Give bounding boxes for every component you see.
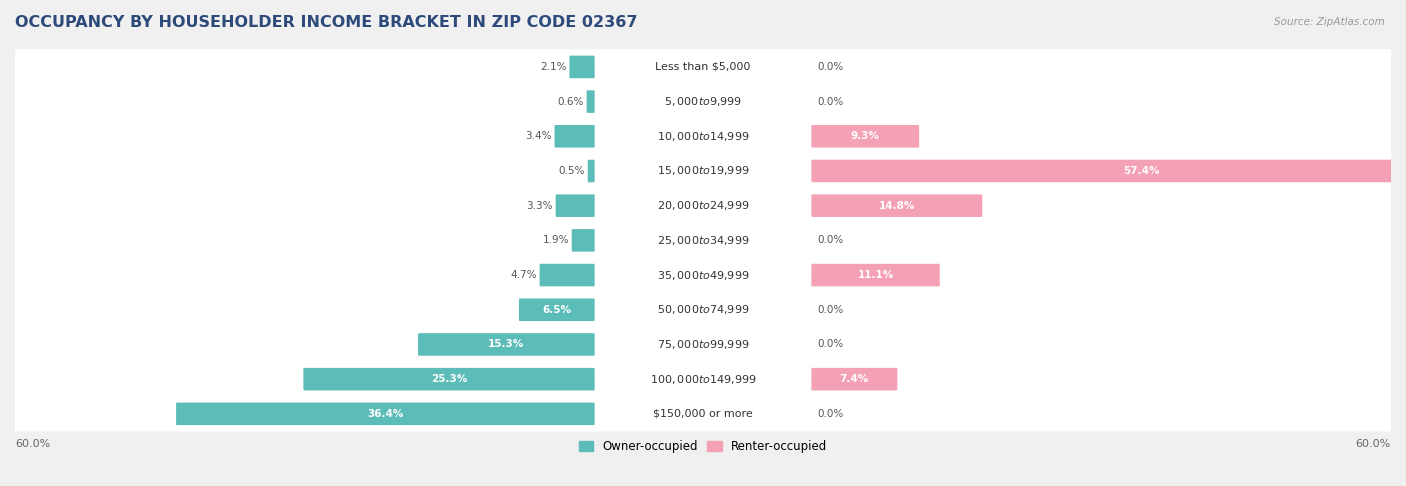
FancyBboxPatch shape <box>14 258 1392 293</box>
Text: 60.0%: 60.0% <box>15 439 51 449</box>
Text: $20,000 to $24,999: $20,000 to $24,999 <box>657 199 749 212</box>
Text: 15.3%: 15.3% <box>488 339 524 349</box>
Text: $15,000 to $19,999: $15,000 to $19,999 <box>657 164 749 177</box>
FancyBboxPatch shape <box>14 292 1392 328</box>
Text: 0.0%: 0.0% <box>818 339 844 349</box>
Text: $150,000 or more: $150,000 or more <box>654 409 752 419</box>
Text: 0.0%: 0.0% <box>818 235 844 245</box>
Text: $35,000 to $49,999: $35,000 to $49,999 <box>657 269 749 281</box>
Text: 1.9%: 1.9% <box>543 235 569 245</box>
FancyBboxPatch shape <box>540 264 595 286</box>
FancyBboxPatch shape <box>14 362 1392 397</box>
Text: $25,000 to $34,999: $25,000 to $34,999 <box>657 234 749 247</box>
FancyBboxPatch shape <box>569 55 595 78</box>
Text: 2.1%: 2.1% <box>540 62 567 72</box>
FancyBboxPatch shape <box>14 49 1392 85</box>
Text: 9.3%: 9.3% <box>851 131 880 141</box>
Text: 7.4%: 7.4% <box>839 374 869 384</box>
Text: 0.0%: 0.0% <box>818 97 844 106</box>
FancyBboxPatch shape <box>304 368 595 390</box>
Text: 6.5%: 6.5% <box>543 305 571 315</box>
FancyBboxPatch shape <box>811 194 983 217</box>
Text: 0.0%: 0.0% <box>818 62 844 72</box>
FancyBboxPatch shape <box>14 84 1392 119</box>
Text: Source: ZipAtlas.com: Source: ZipAtlas.com <box>1274 17 1385 27</box>
FancyBboxPatch shape <box>14 327 1392 362</box>
FancyBboxPatch shape <box>555 194 595 217</box>
Text: 4.7%: 4.7% <box>510 270 537 280</box>
FancyBboxPatch shape <box>176 402 595 425</box>
FancyBboxPatch shape <box>811 264 939 286</box>
Text: 25.3%: 25.3% <box>430 374 467 384</box>
FancyBboxPatch shape <box>554 125 595 148</box>
Text: 36.4%: 36.4% <box>367 409 404 419</box>
Text: 0.6%: 0.6% <box>557 97 583 106</box>
Text: 3.4%: 3.4% <box>524 131 551 141</box>
FancyBboxPatch shape <box>572 229 595 252</box>
FancyBboxPatch shape <box>14 119 1392 154</box>
Text: $5,000 to $9,999: $5,000 to $9,999 <box>664 95 742 108</box>
Text: 14.8%: 14.8% <box>879 201 915 211</box>
Text: 11.1%: 11.1% <box>858 270 894 280</box>
FancyBboxPatch shape <box>811 125 920 148</box>
Text: OCCUPANCY BY HOUSEHOLDER INCOME BRACKET IN ZIP CODE 02367: OCCUPANCY BY HOUSEHOLDER INCOME BRACKET … <box>15 15 637 30</box>
FancyBboxPatch shape <box>14 153 1392 189</box>
FancyBboxPatch shape <box>519 298 595 321</box>
Text: Less than $5,000: Less than $5,000 <box>655 62 751 72</box>
Legend: Owner-occupied, Renter-occupied: Owner-occupied, Renter-occupied <box>574 435 832 458</box>
FancyBboxPatch shape <box>811 368 897 390</box>
Text: 0.5%: 0.5% <box>558 166 585 176</box>
Text: 60.0%: 60.0% <box>1355 439 1391 449</box>
Text: 0.0%: 0.0% <box>818 305 844 315</box>
FancyBboxPatch shape <box>14 188 1392 224</box>
Text: 57.4%: 57.4% <box>1123 166 1160 176</box>
Text: $75,000 to $99,999: $75,000 to $99,999 <box>657 338 749 351</box>
FancyBboxPatch shape <box>14 223 1392 258</box>
FancyBboxPatch shape <box>418 333 595 356</box>
FancyBboxPatch shape <box>588 160 595 182</box>
Text: 3.3%: 3.3% <box>526 201 553 211</box>
FancyBboxPatch shape <box>586 90 595 113</box>
Text: $50,000 to $74,999: $50,000 to $74,999 <box>657 303 749 316</box>
Text: 0.0%: 0.0% <box>818 409 844 419</box>
Text: $100,000 to $149,999: $100,000 to $149,999 <box>650 373 756 386</box>
Text: $10,000 to $14,999: $10,000 to $14,999 <box>657 130 749 143</box>
FancyBboxPatch shape <box>14 396 1392 432</box>
FancyBboxPatch shape <box>811 160 1406 182</box>
